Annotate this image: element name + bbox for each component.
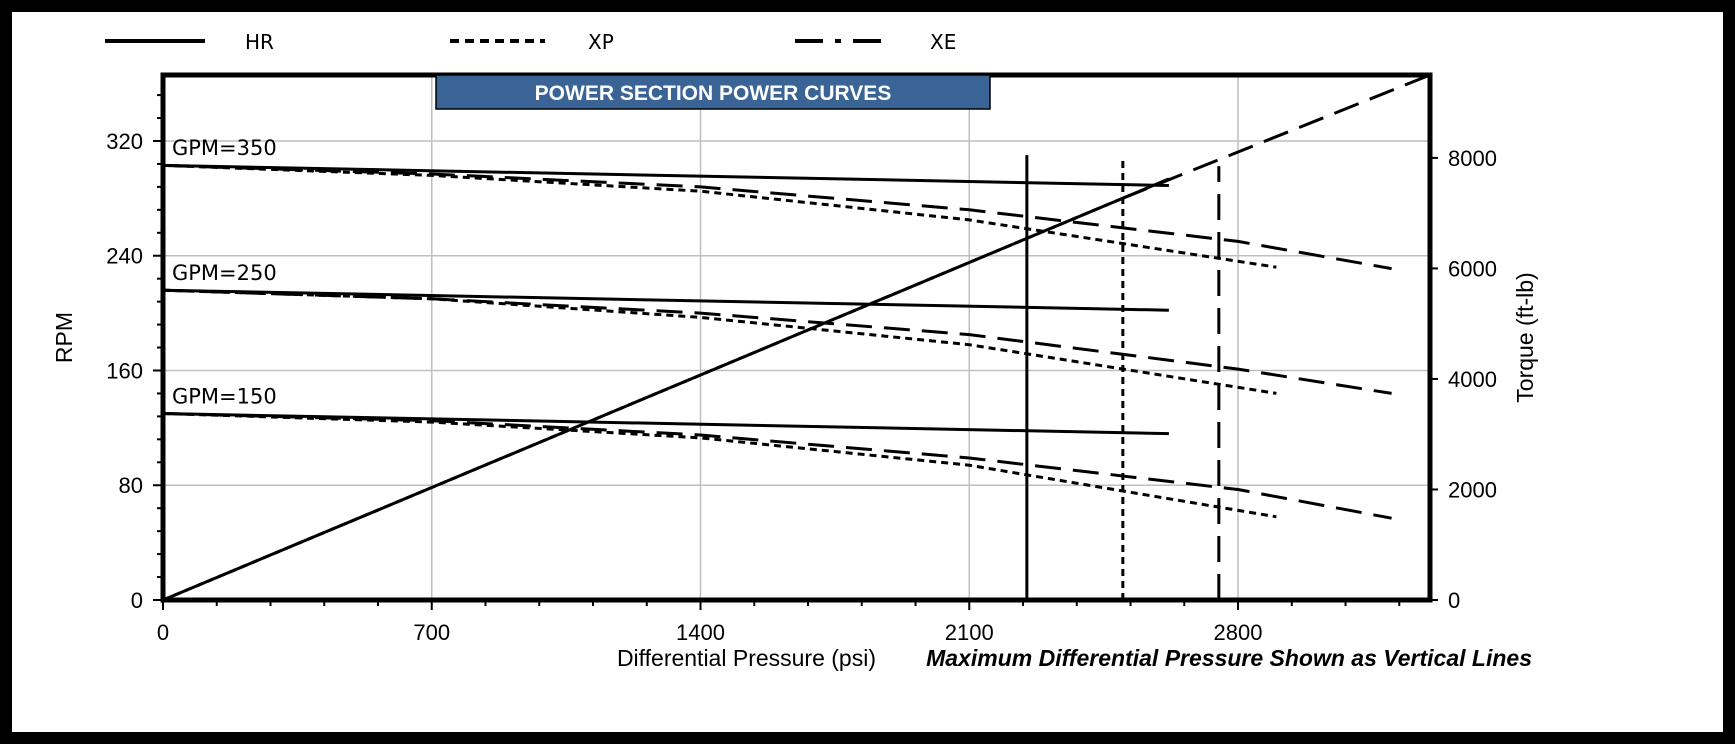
legend-label-hr: HR [245,30,274,54]
y-tick-label: 160 [106,358,143,383]
flow-label: GPM=350 [172,136,277,160]
flow-label: GPM=150 [172,384,277,408]
rpm-curve-xp-gpm250 [162,288,1277,395]
x-tick-label: 2800 [1214,620,1263,645]
rpm-curve-xe-gpm150 [162,412,1392,520]
title-bar [435,74,991,110]
x-tick-label: 1400 [676,620,725,645]
rpm-curve-hr-gpm150 [162,412,1169,436]
y2-axis-title: Torque (ft-lb) [1512,272,1538,402]
y-tick-label: 320 [106,129,143,154]
flow-label: GPM=250 [172,261,277,285]
x-tick-label: 700 [413,620,450,645]
rpm-curve-xp-gpm350 [162,163,1277,269]
flow-labels: GPM=350 GPM=250 GPM=150 [172,136,277,408]
legend-label-xp: XP [588,30,614,54]
y2-tick-label: 0 [1448,588,1460,613]
y-tick-label: 240 [106,244,143,269]
y2-tick-labels: 0 2000 4000 6000 8000 [1448,146,1497,613]
x-tick-labels: 0 700 1400 2100 2800 [157,620,1263,645]
rpm-curve-xe-gpm350 [162,163,1392,271]
x-tick-label: 0 [157,620,169,645]
torque-line-xe [1122,73,1431,200]
y-tick-label: 80 [119,473,143,498]
y-axis-title: RPM [51,312,77,363]
rpm-curve-hr-gpm350 [162,163,1169,187]
rpm-curve-xe-gpm250 [162,288,1392,395]
legend: HR XP XE [105,30,956,54]
torque-line-xp [162,196,1124,602]
y2-tick-label: 4000 [1448,367,1497,392]
y2-tick-label: 2000 [1448,477,1497,502]
y2-tick-label: 8000 [1448,146,1497,171]
legend-label-xe: XE [930,30,956,54]
rpm-curve-xp-gpm150 [162,412,1277,519]
y2-tick-label: 6000 [1448,256,1497,281]
y-tick-labels: 0 80 160 240 320 [106,129,143,613]
y-tick-label: 0 [131,588,143,613]
x-axis-title: Differential Pressure (psi) [617,645,876,671]
minor-ticks [153,94,1438,610]
x-tick-label: 2100 [945,620,994,645]
series [162,73,1431,602]
chart-title: POWER SECTION POWER CURVES [535,82,892,105]
max-pressure-note: Maximum Differential Pressure Shown as V… [926,645,1532,671]
rpm-curve-hr-gpm250 [162,288,1169,312]
